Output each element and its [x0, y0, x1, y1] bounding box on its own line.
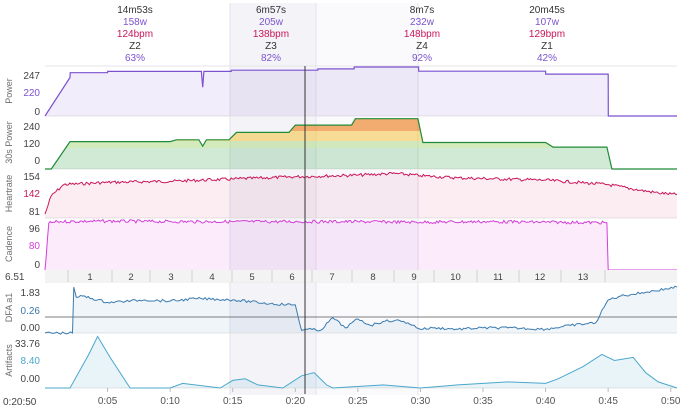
interval-zone: Z2 — [129, 41, 141, 52]
cadence-tick-label: 80 — [29, 241, 41, 252]
interval-heartrate: 138bpm — [253, 29, 289, 40]
interval-percent: 92% — [412, 53, 432, 64]
lap-number[interactable]: 7 — [329, 272, 334, 283]
power-line[interactable] — [44, 66, 677, 117]
cadence-line[interactable] — [44, 219, 677, 271]
cadence-tick-label: 0 — [34, 260, 40, 271]
lap-number[interactable]: 3 — [168, 272, 173, 283]
panel-artifacts: Artifacts 33.76 8.40 0.00 — [4, 332, 677, 385]
heartrate-axis-title: Heartrate — [4, 175, 14, 213]
time-tick-label: 0:30 — [411, 396, 431, 407]
cadence-tick-label: 96 — [29, 224, 41, 235]
interval-percent: 42% — [537, 53, 557, 64]
interval-percent: 63% — [125, 53, 145, 64]
interval-summary-z2[interactable]: 14m53s 158w 124bpm Z2 63% — [117, 5, 153, 64]
time-tick-label: 0:10 — [160, 396, 180, 407]
interval-percent: 82% — [261, 53, 281, 64]
lap-row: 6.51 1 2 3 4 5 6 7 8 9 10 11 12 13 — [5, 270, 677, 283]
interval-zone: Z4 — [416, 41, 428, 52]
time-tick-label: 0:35 — [473, 396, 493, 407]
interval-duration: 14m53s — [117, 5, 153, 16]
power-tick-label: 247 — [23, 71, 40, 82]
interval-power: 205w — [259, 17, 284, 28]
time-tick-label: 0:50 — [661, 396, 681, 407]
interval-summary-z3[interactable]: 6m57s 205w 138bpm Z3 82% — [253, 5, 289, 64]
power-area — [45, 67, 677, 116]
interval-duration: 6m57s — [256, 5, 286, 16]
power-axis-title: Power — [4, 78, 14, 104]
lap-number[interactable]: 2 — [128, 272, 133, 283]
lap-number[interactable]: 8 — [370, 272, 375, 283]
time-tick-label: 0:05 — [98, 396, 118, 407]
interval-duration: 20m45s — [529, 5, 565, 16]
dfa-area — [45, 286, 677, 335]
lap-number[interactable]: 6 — [289, 272, 294, 283]
artifacts-axis-title: Artifacts — [4, 344, 14, 377]
cadence-axis-title: Cadence — [4, 226, 14, 262]
lap-number[interactable]: 10 — [450, 272, 461, 283]
interval-power: 158w — [123, 17, 148, 28]
artifacts-line[interactable] — [45, 335, 678, 389]
artifacts-tick-label: 8.40 — [21, 356, 41, 367]
lap-number[interactable]: 9 — [411, 272, 416, 283]
cadence-area — [45, 219, 677, 270]
dfa-line[interactable] — [44, 285, 678, 335]
heartrate-line[interactable] — [44, 171, 678, 215]
artifacts-tick-label: 0.00 — [21, 374, 41, 385]
interval-heartrate: 148bpm — [404, 29, 440, 40]
panel-power30: 30s Power 240 120 0 — [4, 115, 677, 167]
power-tick-label: 220 — [23, 88, 40, 99]
interval-zone: Z3 — [265, 41, 277, 52]
lap-leading-value: 6.51 — [5, 272, 25, 283]
interval-summary-z4[interactable]: 8m7s 232w 148bpm Z4 92% — [404, 5, 440, 64]
interval-power: 107w — [535, 17, 560, 28]
time-tick-label: 0:25 — [348, 396, 368, 407]
interval-heartrate: 124bpm — [117, 29, 153, 40]
lap-number[interactable]: 5 — [249, 272, 254, 283]
dfa-axis-title: DFA a1 — [4, 293, 14, 323]
dfa-tick-label: 0.26 — [21, 306, 41, 317]
power30-axis-title: 30s Power — [4, 121, 14, 164]
lap-number[interactable]: 4 — [209, 272, 214, 283]
artifacts-area — [45, 336, 677, 388]
panel-heartrate: Heartrate 154 142 81 — [4, 168, 677, 218]
artifacts-tick-label: 33.76 — [15, 339, 40, 350]
time-tick-label: 0:15 — [223, 396, 243, 407]
power30-tick-label: 120 — [23, 139, 40, 150]
lap-number[interactable]: 11 — [493, 272, 503, 283]
panel-cadence: Cadence 96 80 0 — [4, 217, 677, 271]
power30-zone-fill — [45, 118, 677, 169]
heartrate-tick-label: 154 — [23, 172, 40, 183]
power30-tick-label: 240 — [23, 122, 40, 133]
interval-power: 232w — [410, 17, 435, 28]
lap-number[interactable]: 13 — [578, 272, 589, 283]
time-tick-label: 0:40 — [536, 396, 556, 407]
interval-duration: 8m7s — [410, 5, 434, 16]
dfa-tick-label: 0.00 — [21, 323, 41, 334]
interval-heartrate: 129bpm — [529, 29, 565, 40]
lap-number[interactable]: 12 — [535, 272, 546, 283]
heartrate-tick-label: 81 — [29, 207, 41, 218]
power-tick-label: 0 — [34, 107, 40, 118]
time-axis: 0:05 0:10 0:15 0:20 0:25 0:30 0:35 0:40 0:45 0:50 — [98, 388, 681, 407]
lap-number[interactable]: 1 — [87, 272, 92, 283]
time-tick-label: 0:20 — [286, 396, 306, 407]
time-tick-label: 0:45 — [598, 396, 618, 407]
power30-tick-label: 0 — [34, 156, 40, 167]
dfa-tick-label: 1.83 — [21, 288, 41, 299]
interval-summary-z1[interactable]: 20m45s 107w 129bpm Z1 42% — [529, 5, 565, 64]
heartrate-area — [45, 172, 677, 218]
panel-power: Power 247 220 0 — [4, 65, 677, 118]
heartrate-tick-label: 142 — [23, 189, 40, 200]
cursor-time: 0:20:50 — [3, 397, 37, 408]
interval-zone: Z1 — [541, 41, 553, 52]
power30-line[interactable] — [45, 118, 677, 170]
